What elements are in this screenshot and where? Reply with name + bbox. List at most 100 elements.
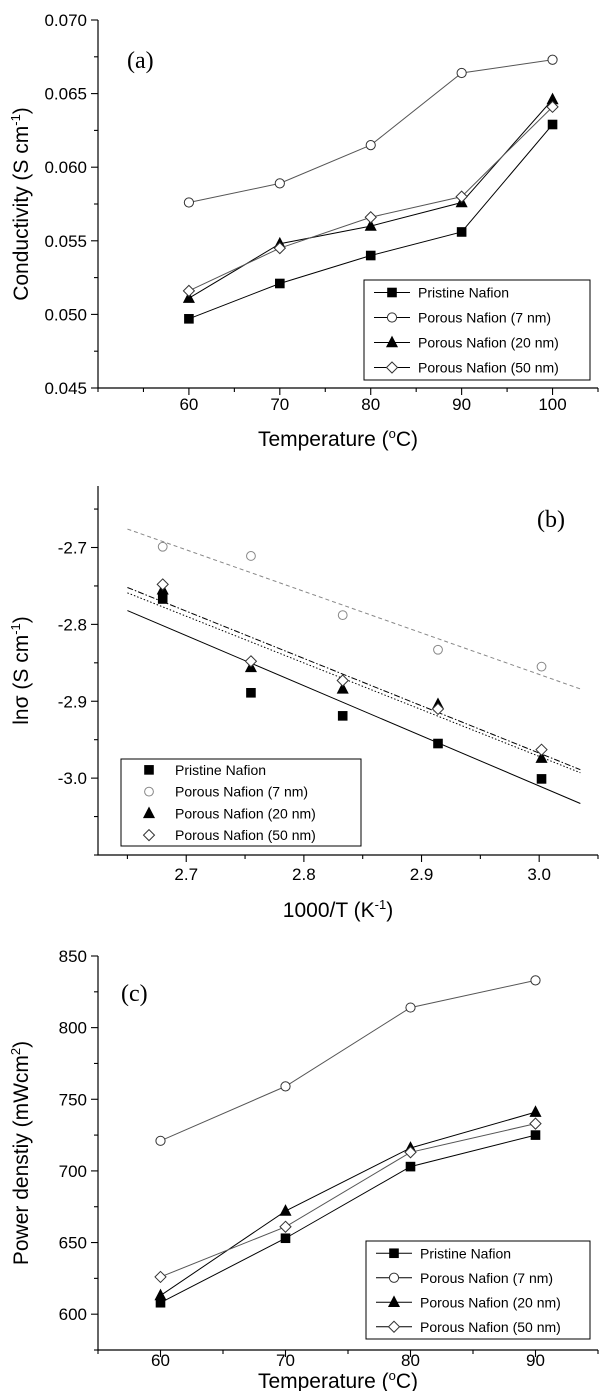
data-point — [279, 1220, 292, 1233]
data-point — [244, 655, 258, 668]
x-tick-label: 2.8 — [292, 865, 316, 884]
data-point — [273, 241, 287, 255]
y-tick-label: 0.065 — [44, 85, 87, 104]
legend-box — [363, 279, 591, 381]
chart-panel-1: 0.045 0.050 0.055 0.060 0.065 0.070 60 70 80 90 10… — [8, 11, 599, 451]
data-point — [182, 291, 195, 303]
fit-line — [127, 592, 581, 774]
legend-label: Pristine Nafion — [418, 285, 509, 301]
y-tick-label: 800 — [59, 1019, 87, 1038]
data-point — [546, 100, 559, 114]
x-tick-label: 70 — [270, 395, 289, 414]
data-point — [365, 140, 376, 151]
x-tick-label: 90 — [526, 1351, 545, 1370]
fit-line — [127, 528, 581, 690]
data-point — [433, 644, 443, 655]
legend-label: Porous Nafion (20 nm) — [420, 1294, 561, 1310]
series-1 — [127, 594, 581, 804]
series-3 — [182, 92, 559, 303]
data-point — [529, 1105, 542, 1117]
data-point — [547, 119, 558, 130]
data-point — [246, 687, 256, 698]
data-point — [337, 610, 348, 621]
data-point — [455, 190, 468, 203]
series-1 — [184, 119, 558, 324]
data-point — [182, 284, 196, 298]
legend-marker — [142, 806, 156, 819]
data-point — [364, 211, 377, 224]
series-4 — [127, 578, 581, 774]
data-point — [337, 711, 348, 721]
data-point — [183, 197, 195, 208]
data-point — [275, 278, 285, 289]
chart-panel-2: -2.7 -2.8 -2.9 -3.0 2.7 2.8 2.9 3.0 1000/T (K-1)… — [8, 486, 599, 922]
y-tick-label: 700 — [59, 1162, 87, 1181]
y-tick-label: 600 — [59, 1305, 87, 1324]
data-point — [155, 1135, 166, 1146]
legend-label: Porous Nafion (50 nm) — [175, 827, 316, 843]
y-tick-label: 0.070 — [44, 11, 87, 30]
data-point — [404, 1146, 417, 1159]
data-point — [530, 975, 541, 986]
data-point — [154, 1288, 167, 1301]
data-point — [405, 1002, 416, 1013]
data-point — [431, 702, 445, 716]
legend-label: Porous Nafion (20 nm) — [175, 805, 316, 821]
data-point — [336, 674, 349, 687]
x-tick-label: 80 — [361, 395, 380, 414]
y-axis-title: lnσ (S cm-1) — [8, 616, 33, 725]
legend-label: Porous Nafion (50 nm) — [420, 1319, 561, 1335]
data-point — [280, 1233, 291, 1244]
series-3 — [127, 582, 581, 771]
legend-marker — [386, 312, 398, 323]
series-4 — [154, 1117, 542, 1284]
legend-marker — [387, 1295, 401, 1307]
series-line — [160, 1111, 536, 1296]
legend-label: Porous Nafion (7 nm) — [420, 1270, 553, 1286]
legend-marker — [388, 1272, 400, 1283]
x-axis-title: Temperature (oC) — [258, 1368, 418, 1391]
x-tick-label: 60 — [179, 395, 198, 414]
legend-marker — [144, 786, 154, 797]
data-point — [157, 541, 168, 552]
data-point — [336, 682, 349, 694]
series-2 — [155, 975, 541, 1146]
legend-marker — [389, 1248, 399, 1259]
series-4 — [182, 100, 559, 298]
x-tick-label: 80 — [401, 1351, 420, 1370]
data-point — [365, 250, 376, 261]
y-tick-label: -2.9 — [58, 692, 87, 711]
data-point — [529, 1117, 542, 1130]
x-tick-label: 100 — [538, 395, 566, 414]
legend-label: Pristine Nafion — [420, 1245, 511, 1261]
data-point — [246, 551, 256, 561]
x-tick-label: 2.9 — [410, 865, 434, 884]
data-point — [405, 1161, 416, 1172]
data-point — [184, 314, 194, 324]
legend-box — [120, 758, 362, 847]
y-axis-title: Power denstiy (mWcm2) — [8, 1041, 33, 1265]
series-line — [160, 979, 536, 1142]
series-2 — [127, 528, 581, 690]
data-point — [274, 178, 285, 189]
y-tick-label: 0.050 — [44, 305, 87, 324]
series-2 — [183, 54, 558, 208]
legend-marker — [144, 765, 154, 775]
legend-label: Porous Nafion (7 nm) — [175, 784, 308, 800]
x-tick-label: 70 — [276, 1351, 295, 1370]
legend-marker — [387, 1320, 401, 1333]
chart-panel-3: 600 650 700 750 800 850 60 70 80 90 Temperature (o… — [8, 947, 599, 1391]
y-tick-label: -3.0 — [58, 769, 87, 788]
y-tick-label: 850 — [59, 947, 87, 966]
data-point — [280, 1081, 291, 1092]
panel-label: (a) — [127, 48, 154, 74]
y-tick-label: -2.7 — [58, 539, 87, 558]
data-point — [536, 774, 547, 784]
legend: Pristine Nafion Porous Nafion (7 nm) Porou… — [120, 758, 362, 847]
panel-label: (b) — [537, 507, 565, 533]
legend-box — [365, 1240, 591, 1340]
data-point — [456, 227, 467, 237]
legend: Pristine Nafion Porous Nafion (7 nm) Porou… — [365, 1240, 591, 1340]
legend-label: Porous Nafion (7 nm) — [418, 310, 551, 326]
